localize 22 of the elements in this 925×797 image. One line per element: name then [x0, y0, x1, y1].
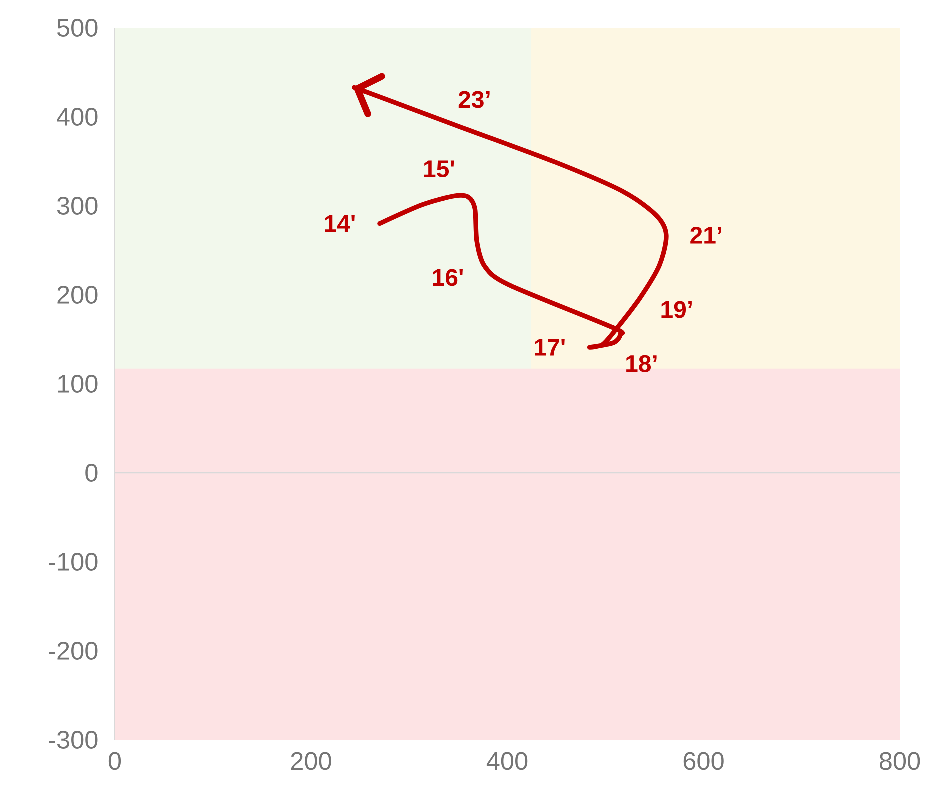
y-tick-label: -100 — [49, 553, 98, 571]
annotation: 23’ — [458, 91, 490, 108]
y-tick-label: 500 — [57, 19, 98, 37]
y-tick-label: -200 — [49, 642, 98, 660]
y-tick-label: 0 — [86, 464, 98, 482]
annotation: 15' — [424, 160, 454, 178]
x-tick-label: 200 — [291, 752, 332, 770]
x-tick-label: 600 — [684, 752, 724, 770]
annotation: 19’ — [662, 301, 692, 318]
x-tick-label: 800 — [880, 752, 920, 770]
annotation: 21’ — [690, 226, 722, 244]
x-tick-label: 400 — [486, 752, 528, 770]
annotation: 16' — [433, 269, 463, 286]
annotation: 14' — [325, 216, 355, 232]
y-tick-label: -300 — [49, 731, 98, 749]
y-tick-label: 300 — [57, 197, 98, 215]
y-tick-label: 400 — [57, 108, 98, 126]
y-tick-label: 100 — [58, 375, 98, 393]
x-tick-label: 0 — [108, 752, 122, 770]
y-tick-label: 200 — [58, 286, 98, 304]
annotation: 17' — [535, 339, 565, 356]
annotation: 18’ — [626, 355, 657, 372]
